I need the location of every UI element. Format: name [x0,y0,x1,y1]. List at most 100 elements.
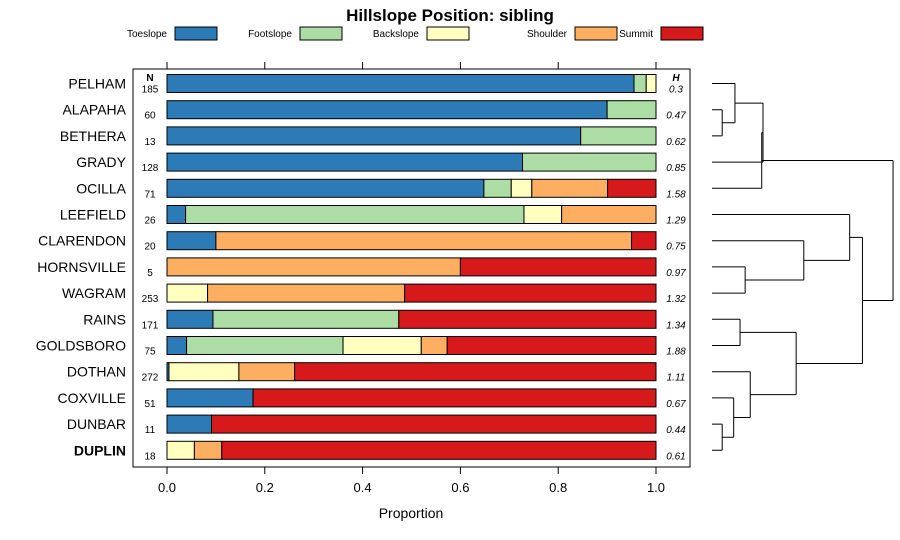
plot-frame [132,68,691,468]
bar-segment-dothan-backslope [168,362,240,382]
dendrogram-link [712,132,763,189]
bar-segment-wagram-shoulder [207,283,406,303]
category-label-rains: RAINS [83,311,126,327]
h-value-ocilla: 1.58 [666,189,686,200]
category-label-ocilla: OCILLA [76,180,126,196]
bar-segment-grady-footslope [522,152,657,172]
legend-swatch-backslope [426,26,470,41]
bar-segment-leefield-footslope [185,205,525,224]
n-value-grady: 128 [142,163,159,174]
x-tick-label: 0.2 [256,480,274,495]
h-value-alapaha: 0.47 [666,111,686,122]
bar-segment-dunbar-toeslope [166,414,212,434]
x-axis: 0.0 0.2 0.4 0.6 0.8 1.0 [158,62,665,495]
bar-segment-leefield-backslope [523,205,563,224]
legend-label-footslope: Footslope [248,29,292,40]
dendrogram-link [712,109,723,137]
n-value-goldsboro: 75 [144,347,156,358]
h-value-leefield: 1.29 [666,216,686,227]
x-tick-label: 0.6 [451,480,469,495]
h-value-bethera: 0.62 [666,137,686,148]
category-label-coxville: COXVILLE [58,390,126,406]
category-label-pelham: PELHAM [68,76,126,92]
bar-segment-alapaha-toeslope [166,100,608,120]
bar-segment-rains-toeslope [166,309,214,329]
bar-segment-pelham-footslope [633,74,647,93]
x-tick-label: 0.0 [158,480,176,495]
bar-segment-duplin-shoulder [193,440,223,460]
category-label-wagram: WAGRAM [62,285,126,301]
dendrogram-link [712,371,751,419]
bar-segment-leefield-shoulder [561,205,657,224]
legend-swatch-summit [660,26,704,41]
legend-label-toeslope: Toeslope [127,29,167,40]
legend-label-shoulder: Shoulder [527,29,568,40]
bar-segment-goldsboro-toeslope [166,336,188,355]
x-axis-label: Proportion [379,505,444,521]
legend-swatch-toeslope [174,26,218,41]
bar-segment-goldsboro-backslope [342,336,422,355]
dendrogram-link [712,83,736,124]
dendrogram-link [740,331,797,396]
h-value-pelham: 0.3 [669,85,683,96]
n-value-pelham: 185 [142,85,159,96]
bar-segment-goldsboro-footslope [186,336,344,355]
h-value-grady: 0.85 [666,163,686,174]
legend-swatch-shoulder [574,26,618,41]
n-value-bethera: 13 [144,137,156,148]
n-value-leefield: 26 [144,216,156,227]
n-value-duplin: 18 [144,451,156,462]
category-label-grady: GRADY [76,154,126,170]
bar-segment-clarendon-toeslope [166,231,217,251]
bar-segment-bethera-footslope [580,126,657,146]
category-label-clarendon: CLARENDON [38,233,126,249]
category-label-hornsville: HORNSVILLE [37,259,126,275]
bar-segment-dunbar-summit [210,414,657,434]
dendrogram-link [712,102,764,163]
bar-segment-ocilla-backslope [510,178,533,198]
bar-segment-goldsboro-summit [446,336,657,355]
n-value-clarendon: 20 [144,242,156,253]
dendrogram-link [712,240,805,281]
legend-swatch-footslope [299,26,343,41]
bar-segment-ocilla-footslope [483,178,512,198]
x-tick-label: 0.8 [549,480,567,495]
dendrogram [712,83,894,451]
n-value-wagram: 253 [142,294,159,305]
bar-segment-hornsville-shoulder [166,257,461,277]
bar-segment-ocilla-shoulder [531,178,609,198]
bar-segment-coxville-toeslope [166,388,254,408]
bar-segment-wagram-summit [404,283,657,303]
bar-segment-goldsboro-shoulder [420,336,448,355]
bar-segment-duplin-summit [221,440,657,460]
bar-segment-clarendon-summit [631,231,657,251]
x-tick-label: 0.4 [354,480,372,495]
dendrogram-link [712,397,735,438]
n-value-dunbar: 11 [145,425,156,436]
dendrogram-link [796,236,863,365]
chart-title: Hillslope Position: sibling [346,6,554,25]
bar-segment-dothan-summit [294,362,657,382]
category-label-alapaha: ALAPAHA [62,102,126,118]
bar-segment-rains-footslope [212,309,400,329]
n-value-dothan: 272 [142,373,159,384]
bar-segment-leefield-toeslope [166,205,187,224]
bar-segment-wagram-backslope [166,283,209,303]
n-value-hornsville: 5 [147,268,153,279]
n-value-rains: 171 [142,320,159,331]
h-value-wagram: 1.32 [666,294,686,305]
h-value-coxville: 0.67 [666,399,686,410]
h-value-rains: 1.34 [666,320,686,331]
h-value-hornsville: 0.97 [666,268,686,279]
category-label-dunbar: DUNBAR [67,416,126,432]
dendrogram-link [712,266,746,294]
bar-segment-hornsville-summit [459,257,657,277]
bar-segment-pelham-toeslope [166,74,635,93]
category-label-duplin: DUPLIN [74,442,126,458]
category-label-goldsboro: GOLDSBORO [36,338,126,354]
x-tick-label: 1.0 [647,480,665,495]
category-label-dothan: DOTHAN [67,364,126,380]
bar-segment-ocilla-summit [607,178,657,198]
